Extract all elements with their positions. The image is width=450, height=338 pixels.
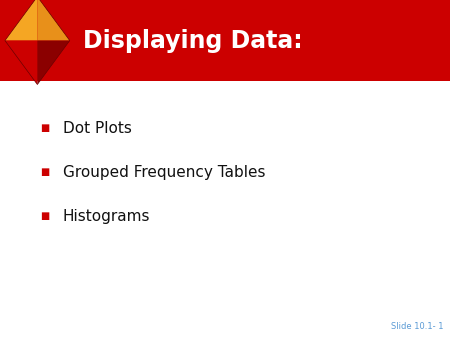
Text: Slide 10.1- 1: Slide 10.1- 1 xyxy=(391,322,443,331)
Polygon shape xyxy=(37,41,70,84)
Text: Grouped Frequency Tables: Grouped Frequency Tables xyxy=(63,165,266,180)
Text: ■: ■ xyxy=(40,211,50,221)
Polygon shape xyxy=(5,0,37,41)
Text: Displaying Data:: Displaying Data: xyxy=(83,28,303,53)
Text: Histograms: Histograms xyxy=(63,209,150,224)
Polygon shape xyxy=(37,0,70,41)
Text: ■: ■ xyxy=(40,167,50,177)
Bar xyxy=(0,0,450,81)
Polygon shape xyxy=(5,41,37,84)
Text: Dot Plots: Dot Plots xyxy=(63,121,132,136)
Text: ■: ■ xyxy=(40,123,50,134)
